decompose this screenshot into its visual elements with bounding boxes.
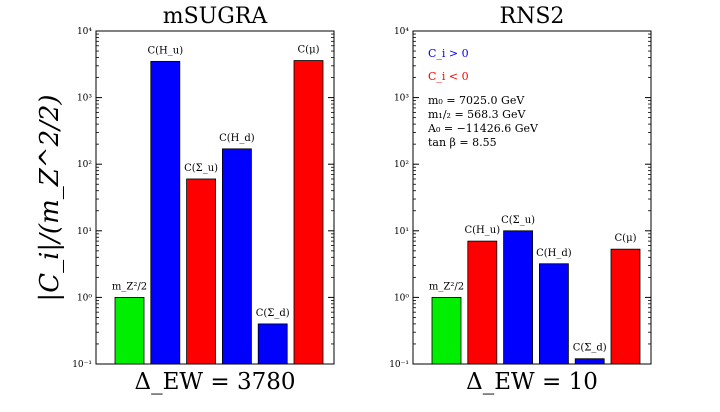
chart-msugra-bar-c-h-d [221,148,252,365]
chart-rns2-annotation: tan β = 8.55 [428,136,497,149]
chart-rns2-bar-c-u [503,230,534,365]
chart-rns2-legend-entry: C_i > 0 [428,47,469,60]
chart-rns2-y-tick-label: 10⁻¹ [389,360,409,370]
chart-msugra-y-tick-label: 10² [77,160,92,170]
chart-rns2-y-tick-label: 10² [394,160,409,170]
chart-rns2-y-tick-label: 10³ [394,94,409,104]
chart-rns2-xlabel: Δ_EW = 10 [466,369,598,395]
chart-msugra-bar-c-u [186,178,217,365]
chart-msugra-y-tick-label: 10⁻¹ [72,360,92,370]
chart-msugra-xlabel: Δ_EW = 3780 [135,369,296,395]
chart-rns2-bar-m-z-2 [431,296,462,365]
chart-msugra-y-tick-label: 10⁰ [77,293,92,303]
chart-msugra-y-tick-label: 10⁴ [77,27,92,37]
chart-msugra-bar-c-h-u [150,60,181,365]
panel-rns2: RNS2 Δ_EW = 10 10⁻¹ 10⁰ 10¹ 10² 10³ 10⁴ m_Z²/2 C(… [389,4,652,395]
chart-msugra-bar-label-c: C(μ) [298,45,320,56]
chart-rns2-bar-c-h-d [539,263,569,365]
chart-rns2-y-tick-label: 10⁰ [394,293,409,303]
chart-msugra-bar-label-c-h-d: C(H_d) [219,133,255,144]
chart-rns2-bar-c-h-u [467,240,498,365]
chart-rns2-annotation: A₀ = −11426.6 GeV [427,122,539,135]
chart-msugra-bar-c-d [257,323,288,365]
chart-rns2-bar-label-c-h-d: C(H_d) [536,248,572,259]
chart-rns2-y-tick-label: 10¹ [394,227,409,237]
chart-rns2-annotation: m₀ = 7025.0 GeV [428,94,525,107]
chart-rns2-bar-label-c-h-u: C(H_u) [464,225,500,236]
chart-rns2-bar-label-c-u: C(Σ_u) [501,215,535,226]
chart-rns2-title: RNS2 [500,4,565,29]
chart-rns2-bar-label-m-z-2: m_Z²/2 [429,281,464,292]
chart-msugra-bar-label-c-h-u: C(H_u) [147,45,183,56]
chart-msugra-title: mSUGRA [163,4,269,29]
panel-msugra: mSUGRA Δ_EW = 3780 10⁻¹ 10⁰ 10¹ 10² 10³ 10⁴ m_Z²… [72,4,335,395]
chart-msugra-bar-label-m-z-2: m_Z²/2 [112,281,147,292]
y-axis-label: |C_i|/(m_Z^2/2) [35,94,65,301]
chart-msugra-y-tick-label: 10³ [77,94,92,104]
chart-msugra-bar-c [293,60,324,365]
chart-rns2-bar-label-c-d: C(Σ_d) [573,343,607,354]
chart-rns2-annotation: m₁/₂ = 568.3 GeV [428,108,526,121]
chart-msugra-bar-label-c-d: C(Σ_d) [256,308,290,319]
chart-msugra-y-tick-label: 10¹ [77,227,92,237]
chart-rns2-bar-c [610,248,641,365]
chart-msugra-bar-label-c-u: C(Σ_u) [184,163,218,174]
chart-rns2-legend-entry: C_i < 0 [428,70,469,83]
chart-rns2-y-tick-label: 10⁴ [394,27,409,37]
chart-rns2-bar-c-d [574,358,605,365]
chart-rns2-bar-label-c: C(μ) [615,233,637,244]
chart-msugra-bar-m-z-2 [114,296,145,365]
